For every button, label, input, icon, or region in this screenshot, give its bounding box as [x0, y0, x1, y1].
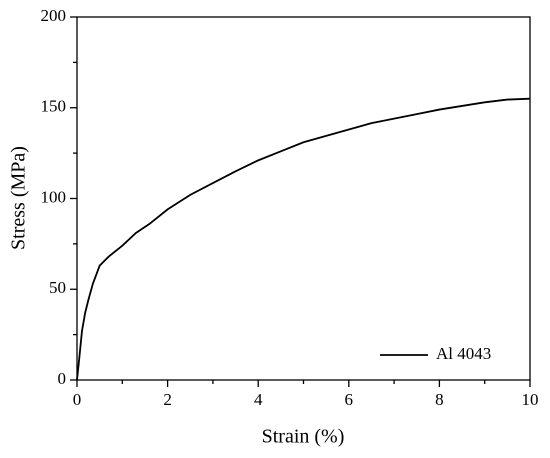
x-tick-label: 0	[73, 390, 82, 409]
plot-frame	[76, 16, 531, 381]
y-tick-label: 200	[41, 6, 67, 25]
y-axis-title: Stress (MPa)	[8, 146, 30, 250]
data-line	[76, 97, 531, 381]
x-tick-label: 4	[254, 390, 263, 409]
y-tick-label: 100	[41, 187, 67, 206]
x-axis-title: Strain (%)	[262, 426, 345, 448]
x-tick-label: 8	[435, 390, 444, 409]
x-tick-label: 10	[522, 390, 539, 409]
legend-label: Al 4043	[436, 344, 491, 363]
x-tick-label: 6	[345, 390, 354, 409]
y-tick-label: 150	[41, 97, 67, 116]
y-tick-label: 50	[49, 278, 66, 297]
x-tick-label: 2	[163, 390, 172, 409]
y-tick-label: 0	[58, 369, 67, 388]
